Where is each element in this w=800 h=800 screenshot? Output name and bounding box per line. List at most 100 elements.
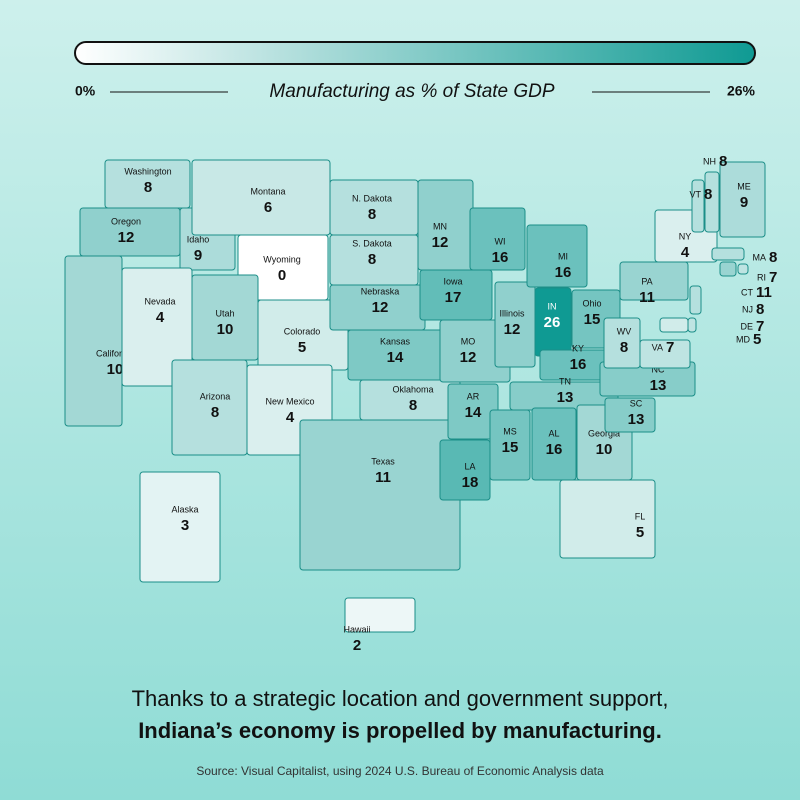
state	[737, 263, 749, 275]
state-name: MI	[558, 251, 568, 261]
state-name: MO	[461, 336, 476, 346]
state-name: TN	[559, 376, 571, 386]
state-name: KY	[572, 343, 584, 353]
state-value: 18	[462, 474, 479, 491]
state-value: 13	[628, 411, 645, 428]
state-value: 7	[769, 269, 777, 286]
state-value: 13	[650, 377, 667, 394]
state-name: WI	[495, 236, 506, 246]
state-value: 16	[570, 356, 587, 373]
state-name: California	[96, 348, 134, 358]
state-name: NH	[703, 156, 716, 166]
state-value: 10	[107, 361, 124, 378]
state-name: RI	[757, 272, 766, 282]
state-value: 8	[368, 206, 376, 223]
state	[64, 255, 123, 427]
state-value: 7	[756, 318, 764, 335]
state-value: 10	[217, 321, 234, 338]
state	[719, 261, 737, 277]
state-value: 17	[445, 289, 462, 306]
state-value: 13	[557, 389, 574, 406]
state-name: LA	[464, 461, 475, 471]
state-value: 26	[544, 314, 561, 331]
state-name: Arizona	[200, 391, 231, 401]
state-name: NY	[679, 231, 692, 241]
state	[191, 159, 331, 236]
state-name: Nebraska	[361, 286, 400, 296]
state-name: Texas	[371, 456, 395, 466]
state-name: NJ	[742, 304, 753, 314]
state-name: Georgia	[588, 428, 620, 438]
state-name: MD	[736, 334, 750, 344]
state	[344, 597, 416, 633]
state-value: 7	[666, 339, 674, 356]
state	[619, 261, 689, 301]
state-name: Utah	[215, 308, 234, 318]
state-name: SC	[630, 398, 643, 408]
source: Source: Visual Capitalist, using 2024 U.…	[196, 764, 604, 778]
state-name: Washington	[124, 166, 171, 176]
state	[139, 471, 221, 583]
legend-max: 26%	[727, 83, 756, 99]
state	[691, 179, 705, 233]
state-value: 4	[286, 409, 295, 426]
state-value: 16	[546, 441, 563, 458]
state-value: 4	[681, 244, 690, 261]
state-value: 8	[756, 301, 764, 318]
state-value: 12	[118, 229, 135, 246]
state-name: Montana	[250, 186, 285, 196]
state-value: 12	[504, 321, 521, 338]
state-name: MS	[503, 426, 517, 436]
state	[604, 397, 656, 433]
state-name: AL	[548, 428, 559, 438]
state-value: 14	[387, 349, 404, 366]
state-name: S. Dakota	[352, 238, 392, 248]
state-name: Ohio	[582, 298, 601, 308]
state-name: PA	[641, 276, 652, 286]
state-name: MA	[753, 252, 767, 262]
state-name: NC	[652, 364, 665, 374]
state-value: 14	[465, 404, 482, 421]
state-value: 9	[740, 194, 748, 211]
state-name: Iowa	[443, 276, 462, 286]
state	[171, 359, 248, 456]
state-value: 15	[584, 311, 601, 328]
state	[719, 161, 766, 238]
state-name: IN	[548, 301, 557, 311]
state-value: 16	[555, 264, 572, 281]
legend-title: Manufacturing as % of State GDP	[269, 81, 554, 102]
state-value: 12	[460, 349, 477, 366]
state-value: 8	[144, 179, 152, 196]
state-value: 12	[372, 299, 389, 316]
state	[526, 224, 588, 288]
state-value: 15	[502, 439, 519, 456]
state-name: Oregon	[111, 216, 141, 226]
state-value: 12	[432, 234, 449, 251]
state-name: ME	[737, 181, 751, 191]
state	[689, 285, 702, 315]
state-value: 4	[156, 309, 165, 326]
state-name: FL	[635, 511, 646, 521]
legend-min: 0%	[75, 83, 96, 99]
state-name: MN	[433, 221, 447, 231]
state	[299, 419, 461, 571]
state-name: Idaho	[187, 234, 210, 244]
state-value: 11	[756, 284, 772, 301]
state-value: 6	[264, 199, 272, 216]
state	[687, 317, 697, 333]
state-name: Kansas	[380, 336, 411, 346]
state-name: VA	[652, 342, 663, 352]
state-value: 8	[704, 186, 712, 203]
state-name: Illinois	[499, 308, 525, 318]
state-value: 8	[211, 404, 219, 421]
state-name: N. Dakota	[352, 193, 392, 203]
state-value: 10	[596, 441, 613, 458]
headline: Indiana’s economy is propelled by manufa…	[138, 718, 662, 743]
state-name: Alaska	[171, 504, 198, 514]
state	[704, 171, 720, 233]
state-name: Hawaii	[343, 624, 370, 634]
state	[531, 407, 577, 481]
state-name: Colorado	[284, 326, 321, 336]
state-value: 8	[719, 153, 727, 170]
state-value: 0	[278, 267, 286, 284]
